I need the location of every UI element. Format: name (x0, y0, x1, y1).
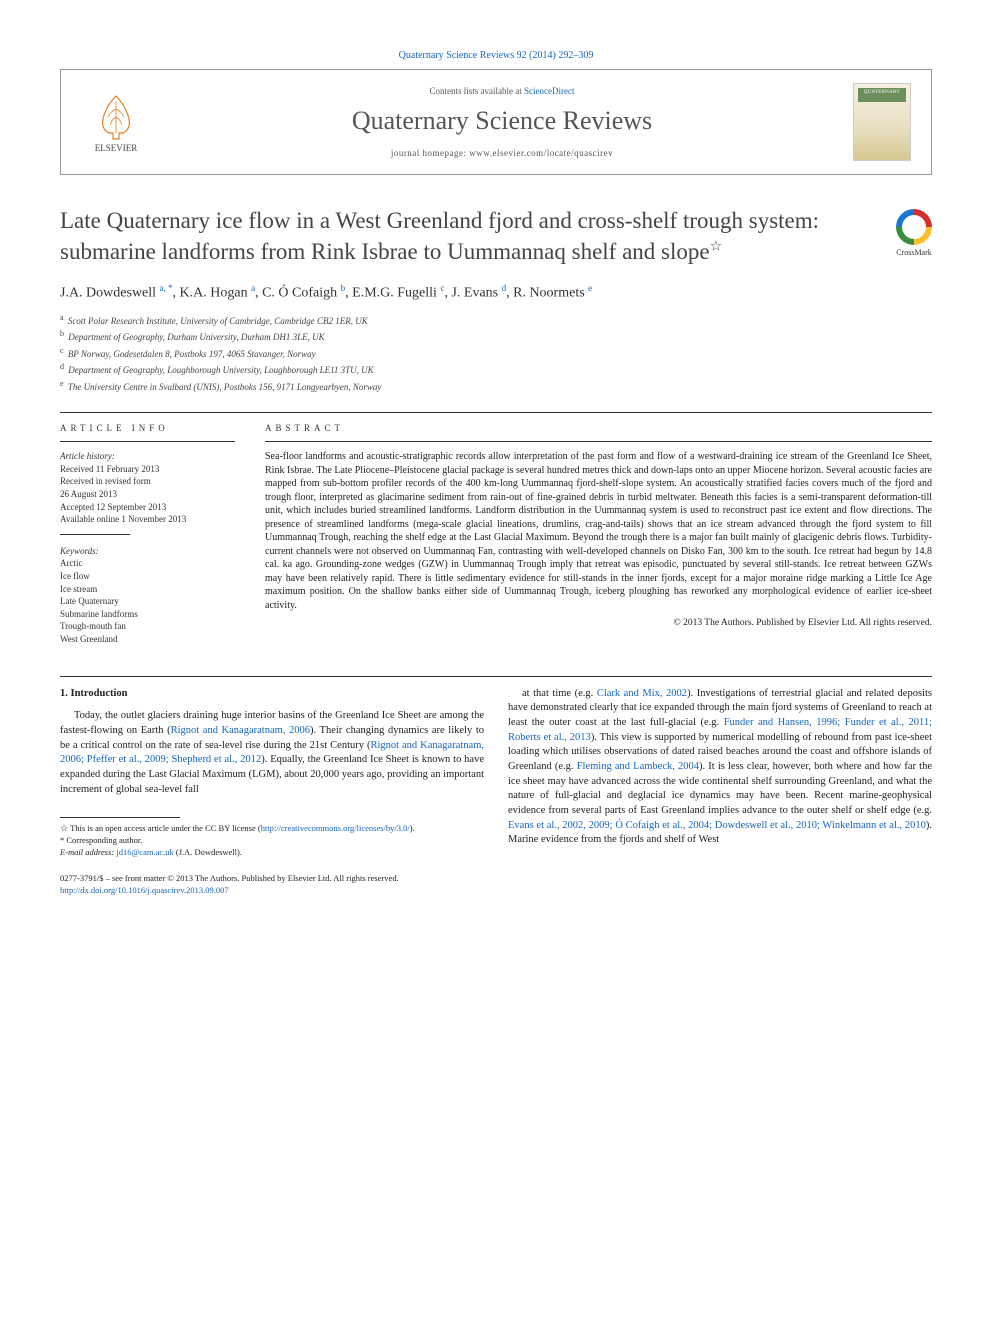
body-column-right: at that time (e.g. Clark and Mix, 2002).… (508, 687, 932, 859)
crossmark-badge[interactable]: CrossMark (896, 209, 932, 257)
footnote-oa-close: ). (410, 823, 415, 833)
footnote-oa-text: This is an open access article under the… (70, 823, 261, 833)
article-info-heading: ARTICLE INFO (60, 423, 235, 433)
info-subdivider (60, 534, 130, 535)
history-label: Article history: (60, 450, 235, 463)
keyword-item: Trough-mouth fan (60, 620, 235, 633)
journal-reference: Quaternary Science Reviews 92 (2014) 292… (60, 50, 932, 61)
elsevier-name: ELSEVIER (95, 143, 138, 153)
keyword-item: Ice stream (60, 583, 235, 596)
ref-link[interactable]: Rignot and Kanagaratnam, 2006 (171, 725, 310, 736)
history-line: Accepted 12 September 2013 (60, 501, 235, 514)
email-label: E-mail address: (60, 847, 114, 857)
history-line: 26 August 2013 (60, 488, 235, 501)
abstract-column: ABSTRACT Sea-floor landforms and acousti… (265, 423, 932, 645)
elsevier-logo: ELSEVIER (81, 82, 151, 162)
keywords-label: Keywords: (60, 545, 235, 558)
corresponding-text: Corresponding author. (66, 835, 142, 845)
footnote-email: E-mail address: jd16@cam.ac.uk (J.A. Dow… (60, 847, 484, 859)
section-divider (60, 676, 932, 677)
abstract-text: Sea-floor landforms and acoustic-stratig… (265, 450, 932, 612)
keywords-list: ArcticIce flowIce streamLate QuaternaryS… (60, 557, 235, 645)
ref-link[interactable]: Rignot and Kanagaratnam, 2006; Pfeffer e… (60, 740, 484, 766)
journal-cover-thumbnail (853, 83, 911, 161)
affiliation-line: e The University Centre in Svalbard (UNI… (60, 378, 932, 395)
keyword-item: Submarine landforms (60, 608, 235, 621)
section-number: 1. (60, 688, 68, 699)
history-line: Received in revised form (60, 475, 235, 488)
info-divider (60, 441, 235, 442)
author-list: J.A. Dowdeswell a, *, K.A. Hogan a, C. Ó… (60, 283, 932, 302)
contents-lists-line: Contents lists available at ScienceDirec… (151, 86, 853, 96)
footnote-star-icon: ☆ (60, 823, 68, 833)
corresponding-email-link[interactable]: jd16@cam.ac.uk (116, 847, 173, 857)
footnotes: ☆ This is an open access article under t… (60, 817, 484, 859)
journal-ref-link[interactable]: Quaternary Science Reviews 92 (2014) 292… (399, 50, 594, 61)
section-title-text: Introduction (71, 688, 128, 699)
article-title-text: Late Quaternary ice flow in a West Green… (60, 208, 819, 264)
page-footer: 0277-3791/$ – see front matter © 2013 Th… (60, 873, 932, 897)
keyword-item: Arctic (60, 557, 235, 570)
article-title: Late Quaternary ice flow in a West Green… (60, 205, 876, 267)
section-divider (60, 412, 932, 413)
body-paragraph: at that time (e.g. Clark and Mix, 2002).… (508, 687, 932, 849)
footnote-corresponding: * Corresponding author. (60, 835, 484, 847)
history-line: Received 11 February 2013 (60, 463, 235, 476)
crossmark-label: CrossMark (896, 248, 932, 257)
abstract-divider (265, 441, 932, 442)
ref-link[interactable]: Evans et al., 2002, 2009; Ó Cofaigh et a… (508, 820, 926, 831)
sciencedirect-link[interactable]: ScienceDirect (524, 86, 574, 96)
cc-license-link[interactable]: http://creativecommons.org/licenses/by/3… (261, 823, 410, 833)
email-suffix: (J.A. Dowdeswell). (176, 847, 242, 857)
elsevier-tree-icon (91, 91, 141, 141)
keyword-item: Ice flow (60, 570, 235, 583)
affiliations: a Scott Polar Research Institute, Univer… (60, 312, 932, 395)
affiliation-line: c BP Norway, Godesetdalen 8, Postboks 19… (60, 345, 932, 362)
contents-prefix: Contents lists available at (430, 86, 524, 96)
article-info-column: ARTICLE INFO Article history: Received 1… (60, 423, 235, 645)
title-footnote-star: ☆ (710, 239, 723, 254)
ref-link[interactable]: Funder and Hansen, 1996; Funder et al., … (508, 717, 932, 743)
body-text: 1. Introduction Today, the outlet glacie… (60, 687, 932, 859)
abstract-copyright: © 2013 The Authors. Published by Elsevie… (265, 618, 932, 628)
body-paragraph: Today, the outlet glaciers draining huge… (60, 709, 484, 797)
history-line: Available online 1 November 2013 (60, 513, 235, 526)
crossmark-icon (896, 209, 932, 245)
footnote-rule (60, 817, 180, 818)
keyword-item: Late Quaternary (60, 595, 235, 608)
journal-homepage: journal homepage: www.elsevier.com/locat… (151, 148, 853, 158)
journal-name: Quaternary Science Reviews (151, 106, 853, 136)
footnote-open-access: ☆ This is an open access article under t… (60, 822, 484, 835)
affiliation-line: b Department of Geography, Durham Univer… (60, 328, 932, 345)
body-column-left: 1. Introduction Today, the outlet glacie… (60, 687, 484, 859)
ref-link[interactable]: Fleming and Lambeck, 2004 (577, 761, 699, 772)
section-heading: 1. Introduction (60, 687, 484, 702)
history-lines: Received 11 February 2013Received in rev… (60, 463, 235, 526)
ref-link[interactable]: Clark and Mix, 2002 (597, 688, 687, 699)
issn-line: 0277-3791/$ – see front matter © 2013 Th… (60, 873, 932, 885)
affiliation-line: d Department of Geography, Loughborough … (60, 361, 932, 378)
abstract-heading: ABSTRACT (265, 423, 932, 433)
affiliation-line: a Scott Polar Research Institute, Univer… (60, 312, 932, 329)
journal-header: ELSEVIER Contents lists available at Sci… (60, 69, 932, 175)
doi-link[interactable]: http://dx.doi.org/10.1016/j.quascirev.20… (60, 885, 229, 895)
keyword-item: West Greenland (60, 633, 235, 646)
